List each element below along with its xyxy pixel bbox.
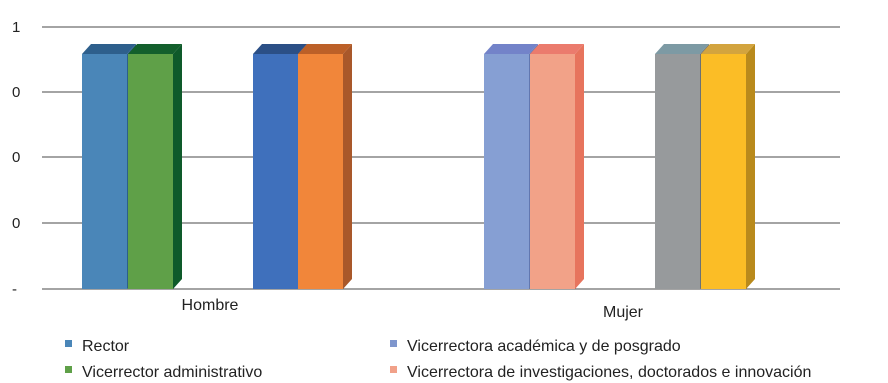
bar-top	[484, 44, 538, 54]
category-label: Mujer	[603, 304, 644, 321]
category-labels: Hombre Mujer	[182, 297, 644, 321]
y-axis-ticks: 1 0 0 0 -	[12, 19, 20, 298]
bar-hombre-2	[128, 44, 182, 289]
legend-item: Vicerrectora de investigaciones, doctora…	[390, 364, 811, 381]
bar-front	[253, 54, 298, 289]
bar-top	[82, 44, 136, 54]
legend-item: Vicerrector administrativo	[65, 364, 262, 381]
bar-mujer-1	[484, 44, 538, 289]
bar-top	[253, 44, 307, 54]
legend-item: Rector	[65, 338, 130, 355]
bar-front	[701, 54, 746, 289]
legend-swatch	[390, 340, 397, 347]
bar-hombre-3	[253, 44, 307, 289]
bar-front	[484, 54, 529, 289]
bar-front	[298, 54, 343, 289]
bar-front	[655, 54, 700, 289]
bar-top	[701, 44, 755, 54]
bar-side	[343, 44, 352, 289]
bar-top	[530, 44, 584, 54]
bar-mujer-2	[530, 44, 584, 289]
bar-front	[82, 54, 127, 289]
bar-top	[128, 44, 182, 54]
bar-front	[128, 54, 173, 289]
bar-side	[746, 44, 755, 289]
y-tick-label: 1	[12, 19, 20, 36]
legend-label: Rector	[82, 338, 130, 355]
legend-swatch	[65, 340, 72, 347]
bar-side	[575, 44, 584, 289]
y-tick-label: 0	[12, 84, 20, 101]
y-tick-label: -	[12, 281, 17, 298]
legend-item: Vicerrectora académica y de posgrado	[390, 338, 681, 355]
bars	[82, 44, 755, 289]
legend-swatch	[390, 366, 397, 373]
y-tick-label: 0	[12, 215, 20, 232]
legend: Rector Vicerrectora académica y de posgra…	[65, 338, 811, 381]
y-tick-label: 0	[12, 149, 20, 166]
legend-label: Vicerrectora académica y de posgrado	[407, 338, 681, 355]
bar-side	[173, 44, 182, 289]
legend-label: Vicerrector administrativo	[82, 364, 262, 381]
bar-top	[655, 44, 709, 54]
legend-swatch	[65, 366, 72, 373]
legend-label: Vicerrectora de investigaciones, doctora…	[407, 364, 811, 381]
bar-mujer-3	[655, 44, 709, 289]
bar-front	[530, 54, 575, 289]
category-label: Hombre	[182, 297, 239, 314]
bar-hombre-1	[82, 44, 136, 289]
bar-hombre-4	[298, 44, 352, 289]
bar-top	[298, 44, 352, 54]
bar-mujer-4	[701, 44, 755, 289]
